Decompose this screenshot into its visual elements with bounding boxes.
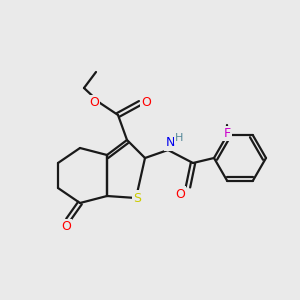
- Text: N: N: [165, 136, 175, 149]
- Text: S: S: [133, 191, 141, 205]
- Text: F: F: [224, 127, 231, 140]
- Text: O: O: [61, 220, 71, 233]
- Text: H: H: [175, 133, 183, 143]
- Text: O: O: [89, 97, 99, 110]
- Text: O: O: [175, 188, 185, 200]
- Text: O: O: [141, 97, 151, 110]
